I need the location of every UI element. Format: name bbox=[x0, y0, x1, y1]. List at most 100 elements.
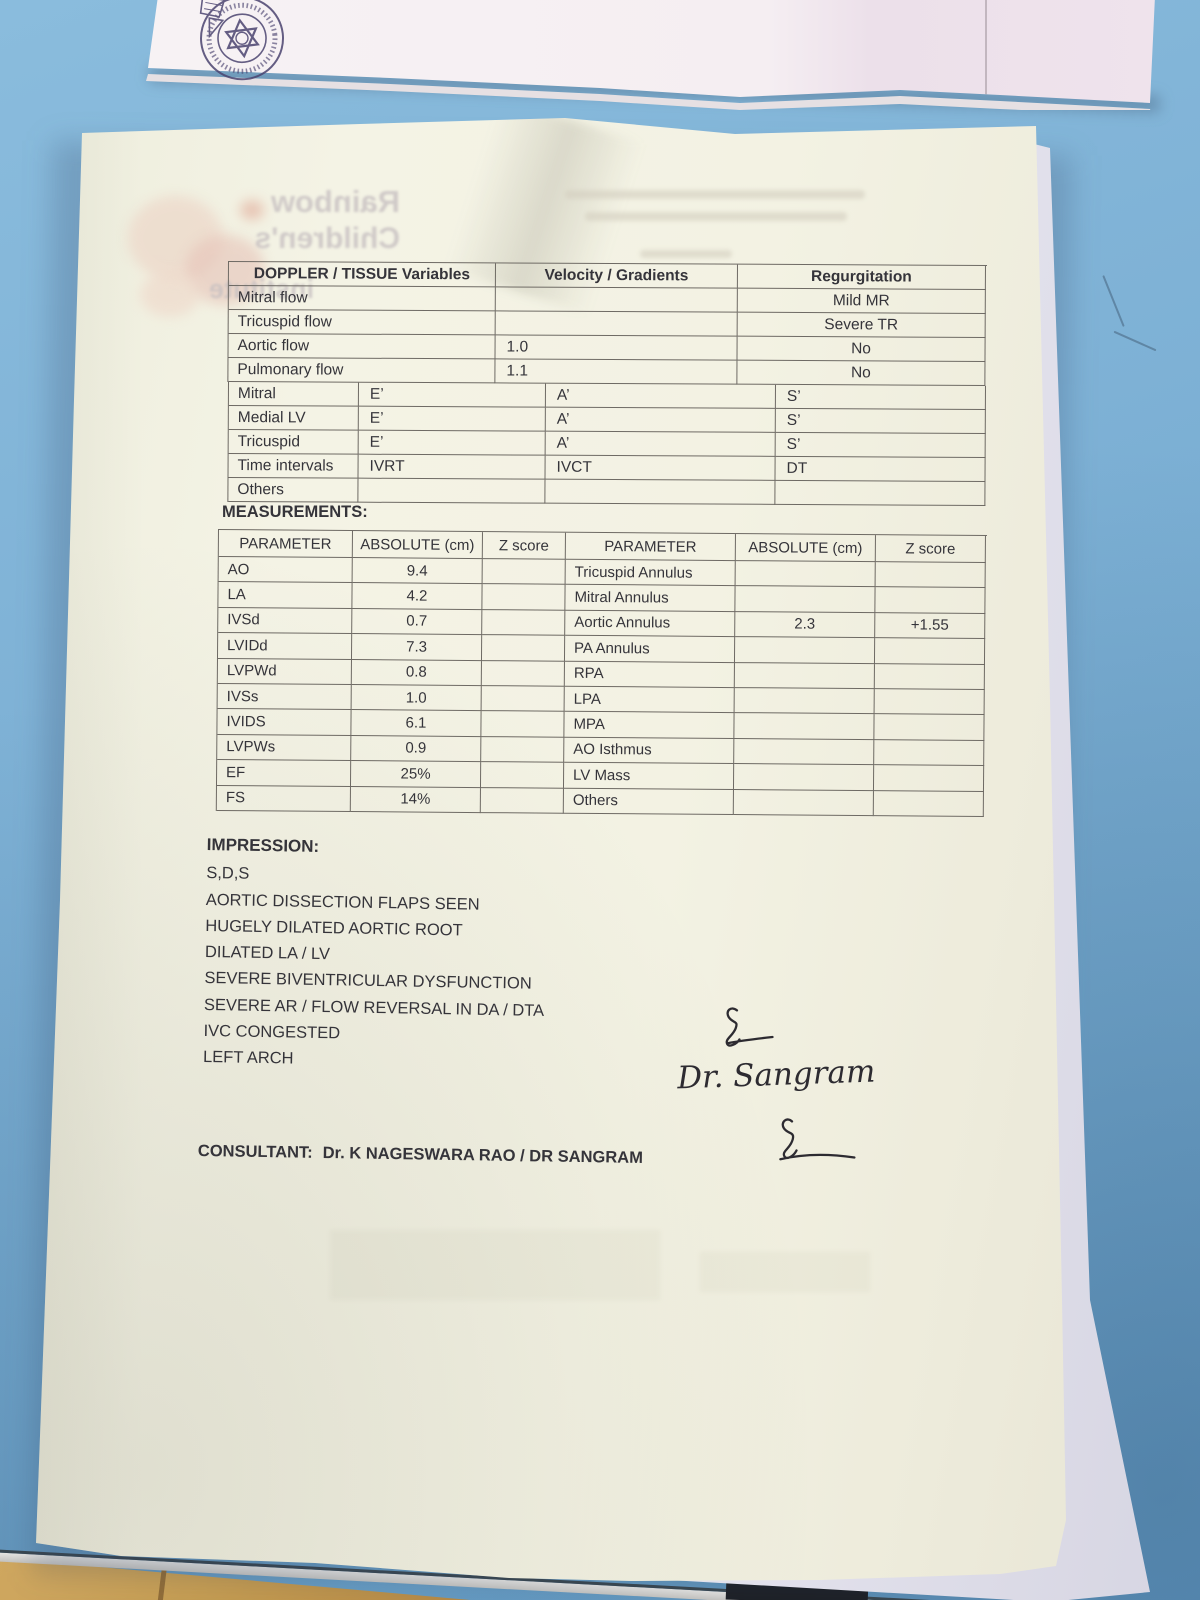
measurement-cell: 0.8 bbox=[351, 659, 482, 687]
bleedthrough-text-line bbox=[640, 250, 732, 258]
tissue-cell: Others bbox=[228, 477, 359, 503]
measurement-cell bbox=[874, 739, 985, 767]
tissue-cell bbox=[545, 479, 776, 505]
tissue-cell: S’ bbox=[775, 432, 986, 458]
bleedthrough-logo-blob bbox=[140, 272, 200, 317]
measurement-cell bbox=[734, 713, 875, 740]
hospital-stamp bbox=[199, 0, 285, 81]
measurement-cell: Aortic Annulus bbox=[565, 610, 736, 638]
doppler-cell: Aortic flow bbox=[228, 334, 496, 360]
measurement-cell bbox=[874, 663, 985, 690]
measurement-cell bbox=[734, 637, 876, 664]
signature: Dr. Sangram bbox=[676, 1007, 876, 1161]
measurement-cell: +1.55 bbox=[875, 612, 986, 640]
measurement-cell bbox=[733, 789, 874, 817]
stamp-ribbon bbox=[199, 0, 226, 39]
measurement-cell: RPA bbox=[564, 661, 735, 689]
tissue-cell: S’ bbox=[775, 408, 986, 434]
signature-bottom-flourish bbox=[779, 1118, 856, 1161]
measurement-cell: Mitral Annulus bbox=[565, 585, 736, 612]
doppler-cell: Mild MR bbox=[737, 288, 986, 314]
measurement-cell bbox=[480, 762, 565, 789]
measurement-cell: 6.1 bbox=[351, 710, 482, 737]
measurement-cell: AO bbox=[218, 557, 353, 584]
measurement-cell bbox=[735, 561, 876, 588]
tissue-cell: IVCT bbox=[545, 455, 776, 481]
tissue-cell bbox=[358, 478, 546, 504]
consultant-label: CONSULTANT: bbox=[197, 1142, 313, 1162]
measurement-cell bbox=[481, 686, 565, 713]
doppler-header-variables: DOPPLER / TISSUE Variables bbox=[228, 262, 496, 288]
measurement-cell: 0.9 bbox=[351, 735, 482, 763]
measurement-cell: LVPWs bbox=[217, 734, 352, 762]
measurement-cell: LPA bbox=[564, 686, 735, 714]
measurement-cell: 14% bbox=[350, 786, 481, 813]
doppler-cell: Mitral flow bbox=[228, 286, 496, 312]
measurement-cell bbox=[735, 586, 876, 613]
measurement-cell bbox=[733, 764, 875, 791]
measurement-cell bbox=[874, 714, 985, 741]
measurements-header: Z score bbox=[482, 532, 566, 560]
measurement-cell bbox=[481, 660, 565, 687]
bleedthrough-ghost bbox=[700, 1252, 870, 1292]
measurements-header: ABSOLUTE (cm) bbox=[735, 534, 876, 563]
measurement-cell bbox=[482, 584, 566, 611]
tissue-table: Mitral E’ A’ S’ Medial LV E’ A’ S’ Tricu… bbox=[227, 381, 987, 506]
doppler-cell: 1.1 bbox=[495, 359, 738, 385]
measurements-header: PARAMETER bbox=[218, 530, 353, 559]
measurement-cell bbox=[734, 662, 875, 690]
tissue-cell: E’ bbox=[358, 406, 546, 432]
measurement-cell bbox=[481, 711, 565, 738]
measurement-cell bbox=[482, 559, 566, 586]
tissue-cell: A’ bbox=[545, 431, 776, 457]
bleedthrough-logo-blob bbox=[240, 200, 264, 220]
measurement-cell bbox=[734, 688, 875, 715]
doppler-cell: No bbox=[737, 360, 986, 386]
measurement-cell: IVSs bbox=[217, 683, 352, 711]
doppler-cell: No bbox=[737, 336, 986, 362]
stamp-outer-ring bbox=[200, 0, 285, 81]
stamp-star-icon bbox=[224, 18, 260, 59]
measurement-cell: LVIDd bbox=[217, 633, 353, 660]
measurement-cell bbox=[481, 635, 566, 662]
measurements-header: ABSOLUTE (cm) bbox=[352, 531, 483, 560]
doppler-header-regurgitation: Regurgitation bbox=[737, 264, 986, 290]
measurement-cell: Others bbox=[563, 788, 734, 815]
consultant-line: CONSULTANT: Dr. K NAGESWARA RAO / DR SANG… bbox=[198, 1142, 643, 1168]
measurement-cell bbox=[480, 787, 564, 814]
tissue-cell bbox=[775, 480, 986, 506]
consultant-names: Dr. K NAGESWARA RAO / DR SANGRAM bbox=[322, 1143, 644, 1167]
measurement-cell: LVPWd bbox=[217, 658, 352, 686]
bleedthrough-text-line bbox=[585, 212, 847, 221]
measurement-cell: 2.3 bbox=[735, 611, 876, 639]
measurements-header: Z score bbox=[875, 535, 986, 564]
measurement-cell: LA bbox=[218, 582, 353, 609]
doppler-header-velocity: Velocity / Gradients bbox=[495, 263, 738, 289]
measurement-cell: Tricuspid Annulus bbox=[565, 559, 736, 587]
doppler-cell: Severe TR bbox=[737, 312, 986, 338]
measurement-cell bbox=[875, 562, 986, 589]
stamp-center-dot bbox=[235, 31, 249, 45]
measurement-cell: LV Mass bbox=[563, 762, 735, 790]
doppler-cell: 1.0 bbox=[495, 335, 738, 361]
tissue-cell: E’ bbox=[358, 430, 546, 456]
tissue-cell: Mitral bbox=[228, 381, 359, 407]
tissue-cell: Time intervals bbox=[228, 453, 359, 479]
measurements-header: PARAMETER bbox=[565, 532, 736, 562]
tissue-cell: A’ bbox=[545, 407, 776, 433]
measurement-cell: EF bbox=[216, 760, 352, 787]
measurement-cell: FS bbox=[216, 785, 351, 812]
measurement-cell bbox=[874, 689, 985, 716]
measurement-cell: PA Annulus bbox=[564, 635, 736, 663]
tissue-cell: Medial LV bbox=[228, 405, 359, 431]
measurement-cell: 1.0 bbox=[351, 685, 482, 712]
measurement-cell bbox=[874, 638, 986, 665]
doppler-cell: Tricuspid flow bbox=[228, 310, 496, 336]
tissue-cell: DT bbox=[775, 456, 986, 482]
measurement-cell: IVSd bbox=[218, 607, 353, 635]
tissue-cell: A’ bbox=[545, 383, 776, 409]
measurement-cell bbox=[873, 790, 984, 817]
